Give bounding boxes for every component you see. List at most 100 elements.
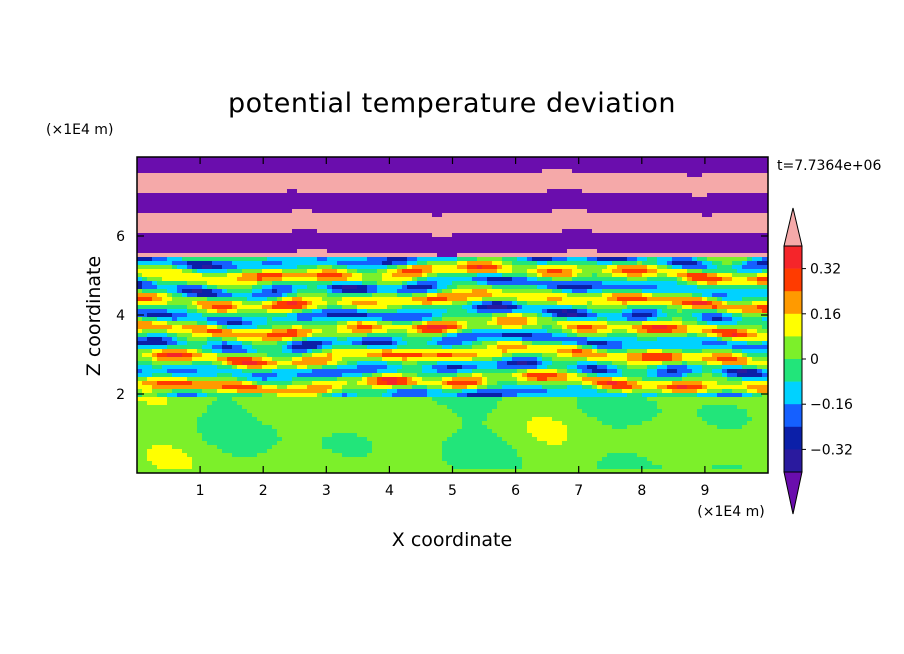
contour-cell [242,301,263,306]
contour-cell [197,417,258,422]
contour-cell [452,289,473,294]
contour-cell [477,381,483,386]
contour-cell [557,373,568,378]
contour-cell [582,377,613,382]
contour-cell [587,305,628,310]
contour-cell [717,337,723,342]
contour-cell [137,261,173,266]
contour-cell [222,349,248,354]
contour-cell [577,373,588,378]
contour-cell [232,365,238,370]
contour-cell [747,421,769,426]
contour-cell [332,281,363,286]
contour-cell [722,365,743,370]
contour-cell [717,425,743,430]
contour-cell [257,281,273,286]
contour-cell [402,305,463,310]
contour-cell [362,277,383,282]
contour-cell [177,341,188,346]
contour-cell [657,337,718,342]
contour-cell [592,349,598,354]
contour-cell [447,325,458,330]
contour-cell [487,277,513,282]
contour-cell [597,417,653,422]
contour-cell [547,389,598,394]
contour-cell [322,297,343,302]
contour-cell [642,321,683,326]
contour-cell [292,325,303,330]
contour-cell [462,325,468,330]
contour-cell [597,349,608,354]
contour-cell [157,357,193,362]
contour-cell [217,373,233,378]
contour-cell [662,389,673,394]
contour-cell [442,453,518,458]
contour-cell [357,381,368,386]
contour-cell [712,261,723,266]
contour-cell [487,377,518,382]
contour-cell [467,385,478,390]
contour-cell [237,265,298,270]
contour-cell [392,337,403,342]
contour-cell [247,297,268,302]
colorbar-label: −0.16 [810,397,853,413]
contour-cell [567,309,578,314]
contour-cell [447,333,458,338]
contour-cell [142,353,153,358]
contour-cell [192,457,443,462]
contour-cell [577,369,583,374]
contour-cell [597,361,613,366]
contour-cell [167,289,178,294]
contour-cell [527,257,533,262]
colorbar-label: 0 [810,352,819,368]
contour-cell [637,261,643,266]
contour-cell [542,309,548,314]
contour-cell [257,417,463,422]
contour-cell [607,265,618,270]
contour-cell [427,325,448,330]
contour-cell [137,445,153,450]
contour-cell [262,269,283,274]
contour-cell [162,277,238,282]
contour-cell [137,205,769,210]
contour-cell [137,221,769,226]
contour-cell [737,405,769,410]
contour-cell [272,281,333,286]
contour-cell [522,457,603,462]
contour-cell [732,277,748,282]
contour-cell [372,329,388,334]
contour-cell [702,173,769,178]
contour-cell [167,369,198,374]
contour-cell [342,305,358,310]
contour-cell [407,381,418,386]
contour-cell [177,333,193,338]
contour-cell [137,285,143,290]
contour-cell [467,321,488,326]
contour-cell [377,321,393,326]
contour-cell [242,381,253,386]
contour-cell [627,381,638,386]
contour-cell [502,385,543,390]
contour-cell [572,349,583,354]
contour-cell [712,373,723,378]
contour-cell [327,293,373,298]
contour-cell [742,297,768,302]
contour-cell [292,357,303,362]
contour-cell [707,321,738,326]
contour-cell [457,393,468,398]
contour-cell [627,377,643,382]
contour-cell [427,297,448,302]
contour-cell [477,305,488,310]
contour-cell [227,341,243,346]
contour-cell [157,293,168,298]
contour-cell [387,257,408,262]
contour-cell [472,329,548,334]
contour-cell [137,349,153,354]
contour-cell [532,333,553,338]
colorbar-label: 0.16 [810,307,841,323]
contour-cell [137,389,143,394]
contour-cell [332,341,353,346]
contour-cell [172,261,188,266]
contour-cell [372,449,443,454]
contour-cell [687,361,708,366]
